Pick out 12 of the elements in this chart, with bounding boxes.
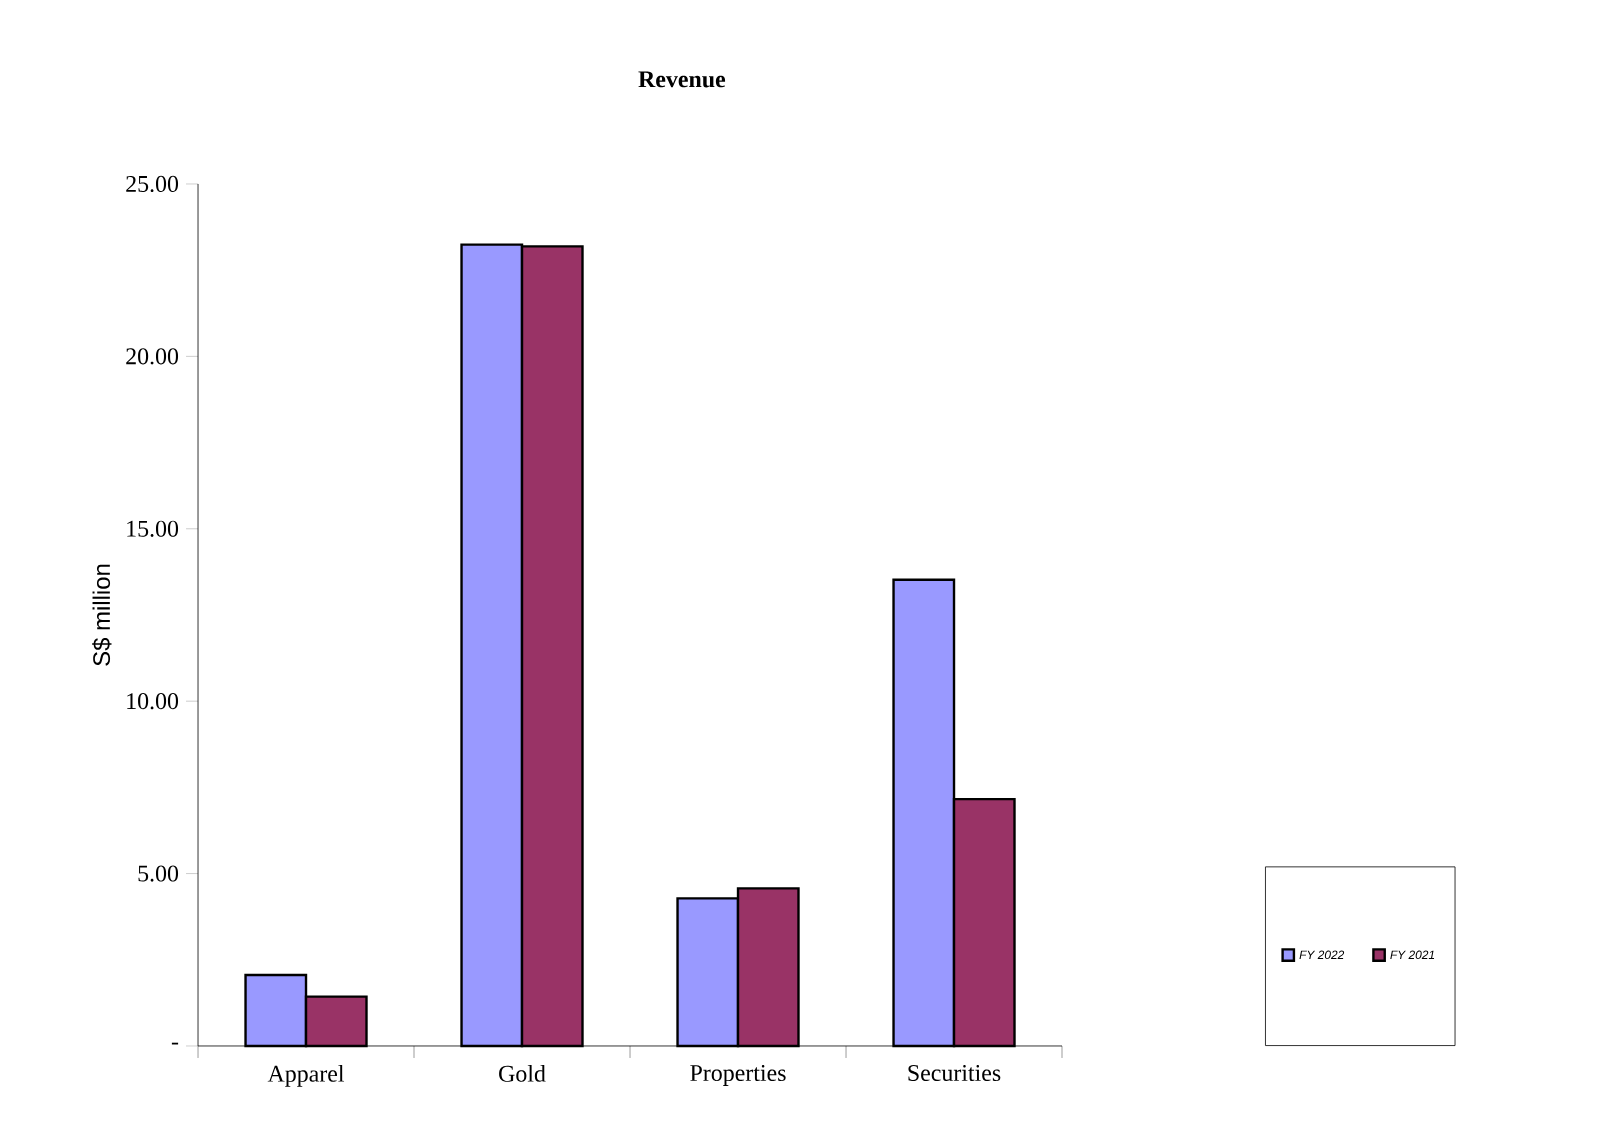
- y-tick-label: 5.00: [138, 865, 179, 882]
- y-tick-label: 25.00: [126, 175, 179, 193]
- y-tick-label: 15.00: [127, 520, 179, 537]
- x-tick-label: Properties: [690, 1065, 786, 1086]
- chart-title: Revenue: [638, 71, 726, 88]
- x-tick-label: Securities: [908, 1065, 1001, 1082]
- y-tick-label: -: [171, 1042, 179, 1045]
- x-tick-label: Gold: [499, 1065, 546, 1082]
- x-tick-label: Apparel: [267, 1065, 345, 1087]
- y-tick-label: 20.00: [126, 348, 179, 365]
- y-axis-title: S$ million: [92, 564, 112, 666]
- y-tick-label: 10.00: [127, 693, 179, 710]
